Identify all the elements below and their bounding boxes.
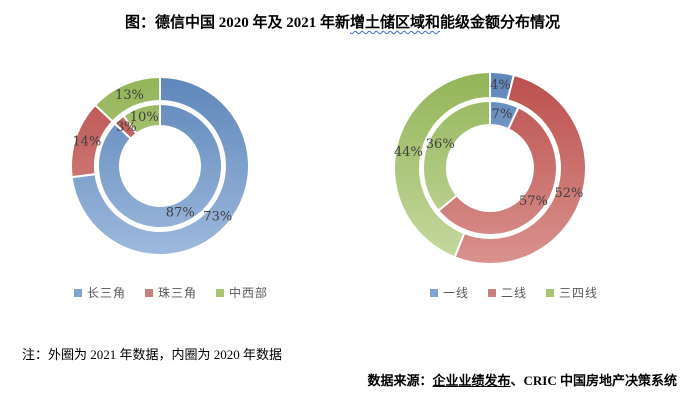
donut-slice-二线-2020年（内圈） — [436, 106, 558, 236]
donut-slice-中西部-2020年（内圈） — [122, 102, 161, 136]
data-source: 数据来源：企业业绩发布、CRIC 中国房地产决策系统 — [367, 370, 677, 389]
tier-donut-svg: 4% 52% 44% 7% 57% 36% — [393, 70, 587, 265]
region-chart-legend: 长三角 珠三角 中西部 — [0, 284, 342, 301]
donut-slice-中西部-2021年（外圈） — [93, 75, 161, 123]
slice-data-label: 4% — [490, 78, 511, 93]
legend-swatch-red — [487, 288, 496, 297]
source-underlined-text: 企业业绩发布 — [432, 373, 511, 388]
donut-slice-长三角-2020年（内圈） — [97, 102, 223, 229]
slice-data-label: 73% — [203, 209, 232, 224]
donut-slice-三四线-2020年（内圈） — [422, 99, 491, 213]
legend-label: 三四线 — [559, 286, 599, 300]
legend-swatch-green — [216, 288, 224, 297]
slice-data-label: 36% — [426, 137, 455, 152]
donut-slice-二线-2021年（外圈） — [453, 73, 587, 265]
slice-data-label: 52% — [554, 186, 583, 201]
legend-label: 珠三角 — [157, 286, 197, 300]
slice-data-label: 44% — [394, 145, 423, 160]
donut-slice-长三角-2021年（外圈） — [70, 75, 250, 256]
slice-data-label: 14% — [72, 135, 101, 150]
title-text: 能级金额分布情况 — [440, 15, 561, 31]
donut-slice-三四线-2021年（外圈） — [393, 70, 491, 259]
legend-item: 珠三角 — [144, 284, 197, 301]
spellcheck-flagged-text: 增土储区域和 — [349, 15, 440, 31]
slice-data-label: 3% — [116, 120, 137, 135]
slice-data-label: 57% — [519, 194, 548, 209]
page-title: 图：德信中国 2020 年及 2021 年新增土储区域和能级金额分布情况 — [0, 11, 685, 32]
legend-item: 二线 — [487, 284, 527, 301]
legend-item: 中西部 — [216, 284, 268, 301]
legend-label: 一线 — [442, 286, 469, 300]
legend-item: 长三角 — [73, 284, 126, 301]
legend-item: 三四线 — [546, 284, 598, 301]
slice-data-label: 87% — [166, 205, 195, 220]
legend-label: 中西部 — [229, 286, 269, 300]
source-prefix: 数据来源： — [367, 373, 433, 388]
legend-swatch-blue — [429, 288, 438, 297]
legend-item: 一线 — [429, 284, 469, 301]
tier-chart-legend: 一线 二线 三四线 — [343, 284, 685, 301]
source-suffix: 、CRIC 中国房地产决策系统 — [510, 373, 677, 388]
legend-swatch-blue — [73, 288, 82, 297]
legend-swatch-red — [144, 288, 153, 297]
tier-donut-chart: 4% 52% 44% 7% 57% 36% — [343, 55, 685, 297]
legend-label: 长三角 — [86, 286, 126, 300]
slice-data-label: 7% — [492, 107, 513, 122]
slice-data-label: 10% — [130, 110, 159, 125]
legend-label: 二线 — [500, 286, 527, 300]
region-donut-svg: 73% 14% 13% 87% 3%10% — [70, 75, 250, 256]
title-text: 图：德信中国 2020 年及 2021 年新 — [124, 15, 350, 31]
legend-swatch-green — [546, 288, 554, 297]
region-donut-chart: 73% 14% 13% 87% 3% 10% — [0, 55, 342, 297]
footnote: 注：外圈为 2021 年数据，内圈为 2020 年数据 — [22, 347, 283, 362]
slice-data-label: 13% — [115, 88, 144, 103]
